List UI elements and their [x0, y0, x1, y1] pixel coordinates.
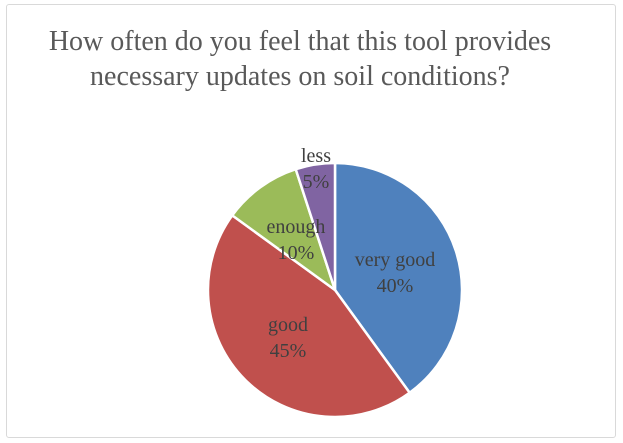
slice-percent-less: 5%	[303, 171, 330, 193]
chart-title: How often do you feel that this tool pro…	[48, 26, 552, 92]
slice-percent-very-good: 40%	[377, 275, 414, 297]
pie-slice-less	[294, 161, 337, 292]
slice-label-less: less	[301, 145, 331, 167]
pie-slice-good	[206, 214, 411, 419]
slice-percent-enough: 10%	[278, 242, 315, 264]
pie-slice-enough	[231, 167, 337, 292]
pie-labels: very good 40% good 45% enough 10% less 5%	[267, 145, 436, 362]
pie-slice-very-good	[333, 161, 464, 394]
slice-label-good: good	[268, 314, 308, 336]
pie-slices	[206, 161, 464, 419]
slice-label-very-good: very good	[355, 249, 436, 271]
slice-label-enough: enough	[267, 216, 326, 238]
slice-percent-good: 45%	[270, 340, 307, 362]
